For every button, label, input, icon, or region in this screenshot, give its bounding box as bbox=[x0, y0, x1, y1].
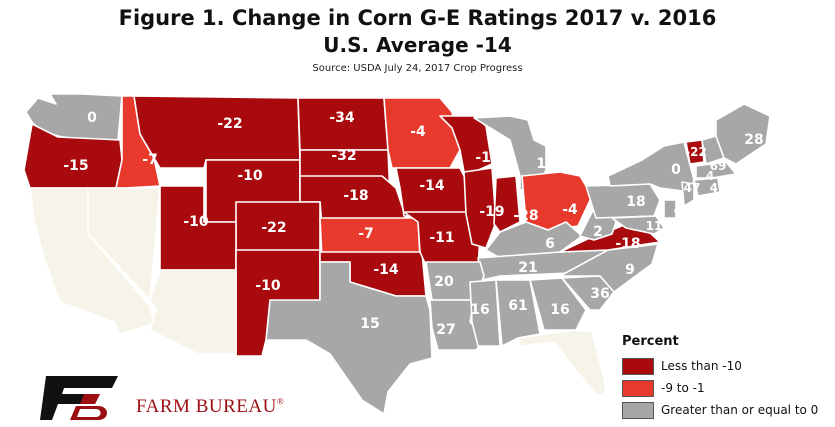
state-value-label-oh: -4 bbox=[562, 202, 578, 218]
state-value-label-ia: -14 bbox=[419, 178, 445, 194]
state-me bbox=[715, 103, 771, 165]
state-value-label-in: -28 bbox=[513, 208, 538, 224]
state-value-label-mn: -4 bbox=[410, 124, 426, 140]
legend-swatch-gray bbox=[622, 401, 654, 419]
state-value-label-de: 40 bbox=[674, 203, 691, 217]
state-value-label-co: -22 bbox=[261, 220, 286, 236]
state-value-label-ne: -18 bbox=[343, 188, 368, 204]
state-value-label-vt: -22 bbox=[685, 145, 707, 159]
state-value-label-mi: 13 bbox=[536, 156, 555, 172]
state-fl bbox=[517, 329, 607, 397]
state-value-label-ky: 6 bbox=[545, 236, 555, 252]
state-az bbox=[149, 269, 237, 355]
state-value-label-nh: 69 bbox=[710, 159, 727, 173]
state-pa bbox=[585, 183, 661, 219]
state-value-label-wi: -16 bbox=[475, 150, 500, 166]
state-mi bbox=[473, 115, 547, 191]
legend-label: -9 to -1 bbox=[661, 381, 705, 395]
farm-bureau-logo-icon bbox=[40, 376, 118, 420]
state-value-label-nm: -10 bbox=[255, 278, 281, 294]
state-value-label-ma: 4 bbox=[706, 169, 714, 183]
map-source: Source: USDA July 24, 2017 Crop Progress bbox=[312, 63, 523, 74]
legend-swatch-red bbox=[622, 379, 654, 397]
legend-label: Less than -10 bbox=[661, 359, 742, 373]
state-value-label-tn: 21 bbox=[518, 260, 537, 276]
legend: Percent Less than -10 -9 to -1 Greater t… bbox=[622, 334, 818, 421]
state-ny bbox=[607, 141, 695, 193]
state-value-label-mt: -22 bbox=[217, 116, 242, 132]
map-title: Figure 1. Change in Corn G-E Ratings 201… bbox=[118, 6, 717, 30]
state-value-label-id: -7 bbox=[142, 152, 158, 168]
state-ms bbox=[469, 279, 501, 347]
state-value-label-wv: 2 bbox=[593, 224, 603, 240]
state-vt bbox=[685, 139, 705, 165]
state-md bbox=[611, 215, 665, 235]
state-value-label-sc: 36 bbox=[590, 286, 609, 302]
state-value-label-me: 28 bbox=[744, 132, 763, 148]
state-value-label-la: 27 bbox=[436, 322, 455, 338]
state-value-label-pa: 18 bbox=[626, 194, 645, 210]
state-il bbox=[463, 167, 497, 249]
state-value-label-il: -19 bbox=[479, 204, 504, 220]
state-value-label-ut: -10 bbox=[183, 214, 209, 230]
state-value-label-or: -15 bbox=[63, 158, 88, 174]
state-value-label-ga: 16 bbox=[550, 302, 569, 318]
legend-item-9-to-1: -9 to -1 bbox=[622, 377, 818, 399]
state-value-label-wa: 0 bbox=[87, 110, 97, 126]
legend-label: Greater than or equal to 0 bbox=[661, 403, 819, 417]
state-value-label-wy: -10 bbox=[237, 168, 263, 184]
state-value-label-ok: -14 bbox=[373, 262, 399, 278]
state-value-label-nc: 9 bbox=[625, 262, 635, 278]
state-ga bbox=[529, 277, 587, 331]
state-nj bbox=[681, 181, 695, 207]
legend-item-less-than-10: Less than -10 bbox=[622, 355, 818, 377]
state-ma bbox=[695, 161, 737, 179]
state-value-label-ms: 16 bbox=[470, 302, 489, 318]
state-value-label-mo: -11 bbox=[429, 230, 454, 246]
state-tx bbox=[265, 261, 433, 415]
state-value-label-ct: 40 bbox=[710, 181, 727, 195]
state-value-label-ny: 0 bbox=[671, 162, 681, 178]
state-value-label-al: 61 bbox=[508, 298, 527, 314]
map-subtitle: U.S. Average -14 bbox=[323, 33, 512, 57]
state-value-label-sd: -32 bbox=[331, 148, 356, 164]
state-value-label-ks: -7 bbox=[358, 226, 374, 242]
state-value-label-va: -18 bbox=[615, 236, 640, 252]
state-value-label-md: 11 bbox=[646, 219, 663, 233]
state-value-label-nj: 47 bbox=[684, 181, 701, 195]
state-value-label-nd: -34 bbox=[329, 110, 355, 126]
state-value-label-tx: 15 bbox=[360, 316, 379, 332]
legend-title: Percent bbox=[622, 334, 679, 349]
legend-item-gte-0: Greater than or equal to 0 bbox=[622, 399, 818, 421]
state-value-label-ar: 20 bbox=[434, 274, 454, 290]
state-de bbox=[663, 199, 677, 219]
state-mt bbox=[133, 95, 301, 169]
state-in bbox=[493, 175, 521, 233]
legend-swatch-dark-red bbox=[622, 357, 654, 375]
brand-name: FARM BUREAU® bbox=[136, 396, 285, 417]
